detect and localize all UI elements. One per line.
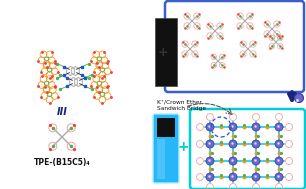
FancyArrowPatch shape xyxy=(289,92,295,100)
Circle shape xyxy=(275,173,283,181)
Circle shape xyxy=(206,140,214,148)
Circle shape xyxy=(206,123,214,131)
Circle shape xyxy=(206,157,214,165)
Bar xyxy=(155,18,177,86)
Circle shape xyxy=(206,173,214,181)
Circle shape xyxy=(294,94,304,102)
Circle shape xyxy=(229,173,237,181)
Circle shape xyxy=(252,123,260,131)
Circle shape xyxy=(252,173,260,181)
Text: +: + xyxy=(158,46,168,59)
Circle shape xyxy=(275,157,283,165)
Circle shape xyxy=(252,140,260,148)
FancyBboxPatch shape xyxy=(190,109,305,189)
Circle shape xyxy=(229,123,237,131)
FancyBboxPatch shape xyxy=(165,1,304,92)
Circle shape xyxy=(229,140,237,148)
Bar xyxy=(157,139,165,179)
Text: TPE-(B15C5)₄: TPE-(B15C5)₄ xyxy=(34,159,90,167)
Circle shape xyxy=(275,140,283,148)
Circle shape xyxy=(275,123,283,131)
Circle shape xyxy=(229,157,237,165)
Text: III: III xyxy=(57,107,67,117)
Text: +: + xyxy=(177,140,189,154)
Text: K⁺/Crown Ether
Sandwich Bridge: K⁺/Crown Ether Sandwich Bridge xyxy=(157,99,206,111)
FancyBboxPatch shape xyxy=(153,114,179,183)
Bar xyxy=(157,118,175,137)
Circle shape xyxy=(252,157,260,165)
